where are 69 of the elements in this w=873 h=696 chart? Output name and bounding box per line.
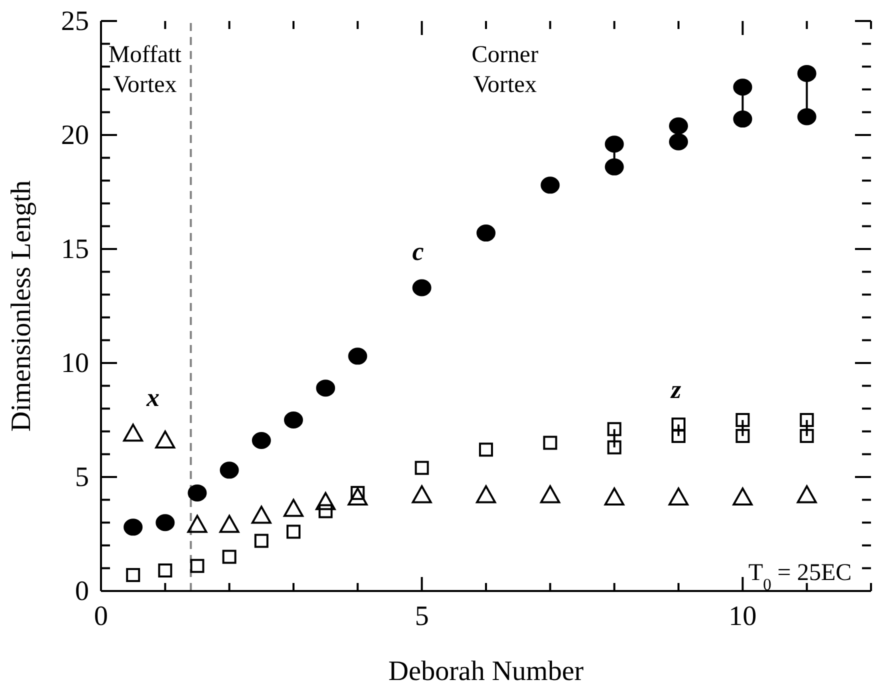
point bbox=[736, 413, 750, 427]
point bbox=[251, 506, 272, 524]
point bbox=[124, 518, 143, 536]
point bbox=[286, 524, 300, 539]
y-tick-label: 10 bbox=[61, 348, 89, 379]
point bbox=[254, 534, 268, 548]
point bbox=[123, 424, 144, 442]
x-axis-title: Deborah Number bbox=[388, 656, 584, 687]
point bbox=[540, 176, 560, 194]
point bbox=[604, 136, 624, 153]
point bbox=[318, 504, 333, 518]
annotation: Moffatt Vortex bbox=[108, 42, 182, 98]
point bbox=[220, 462, 239, 479]
point bbox=[476, 485, 496, 504]
annotation: Corner Vortex bbox=[472, 42, 538, 98]
y-tick-label: 15 bbox=[61, 234, 89, 265]
point bbox=[732, 488, 753, 506]
x-tick-label: 5 bbox=[414, 601, 429, 632]
x-tick-label: 0 bbox=[94, 601, 108, 632]
point bbox=[736, 428, 750, 443]
point bbox=[316, 492, 336, 510]
point bbox=[668, 488, 688, 506]
point bbox=[800, 428, 814, 443]
annotation: T$_{0}$ = 25EC bbox=[748, 560, 852, 594]
point bbox=[543, 436, 558, 450]
x-tick-label: 10 bbox=[728, 601, 757, 632]
point bbox=[797, 108, 816, 126]
point bbox=[604, 488, 624, 506]
point bbox=[797, 64, 816, 82]
point bbox=[348, 488, 368, 506]
point bbox=[412, 485, 432, 504]
y-tick-label: 0 bbox=[75, 576, 89, 607]
point bbox=[219, 514, 240, 533]
y-tick-label: 25 bbox=[61, 6, 89, 37]
annotation: x bbox=[146, 383, 160, 412]
point bbox=[607, 422, 622, 436]
point bbox=[476, 224, 496, 242]
point bbox=[669, 117, 688, 134]
point bbox=[252, 432, 271, 450]
annotation: c bbox=[412, 237, 424, 266]
point bbox=[672, 428, 686, 443]
point bbox=[607, 440, 622, 454]
point bbox=[540, 485, 560, 504]
y-axis-title: Dimensionless Length bbox=[6, 180, 37, 432]
annotation: z bbox=[670, 375, 682, 404]
y-tick-label: 5 bbox=[75, 462, 89, 493]
point bbox=[669, 133, 688, 150]
point bbox=[155, 430, 176, 449]
point bbox=[222, 550, 236, 564]
point bbox=[187, 514, 208, 533]
point bbox=[188, 484, 207, 502]
point bbox=[158, 563, 172, 578]
point bbox=[316, 380, 336, 397]
point bbox=[414, 460, 429, 475]
point bbox=[800, 413, 814, 427]
point bbox=[284, 412, 303, 428]
point bbox=[733, 110, 752, 128]
point bbox=[284, 498, 304, 517]
point bbox=[604, 158, 624, 176]
point bbox=[190, 558, 204, 573]
point bbox=[479, 442, 493, 457]
point bbox=[348, 348, 368, 365]
point bbox=[672, 418, 686, 432]
point bbox=[156, 514, 175, 532]
y-tick-label: 20 bbox=[61, 120, 89, 151]
point bbox=[126, 568, 140, 582]
point bbox=[733, 78, 752, 96]
point bbox=[412, 279, 432, 296]
point bbox=[796, 485, 817, 504]
